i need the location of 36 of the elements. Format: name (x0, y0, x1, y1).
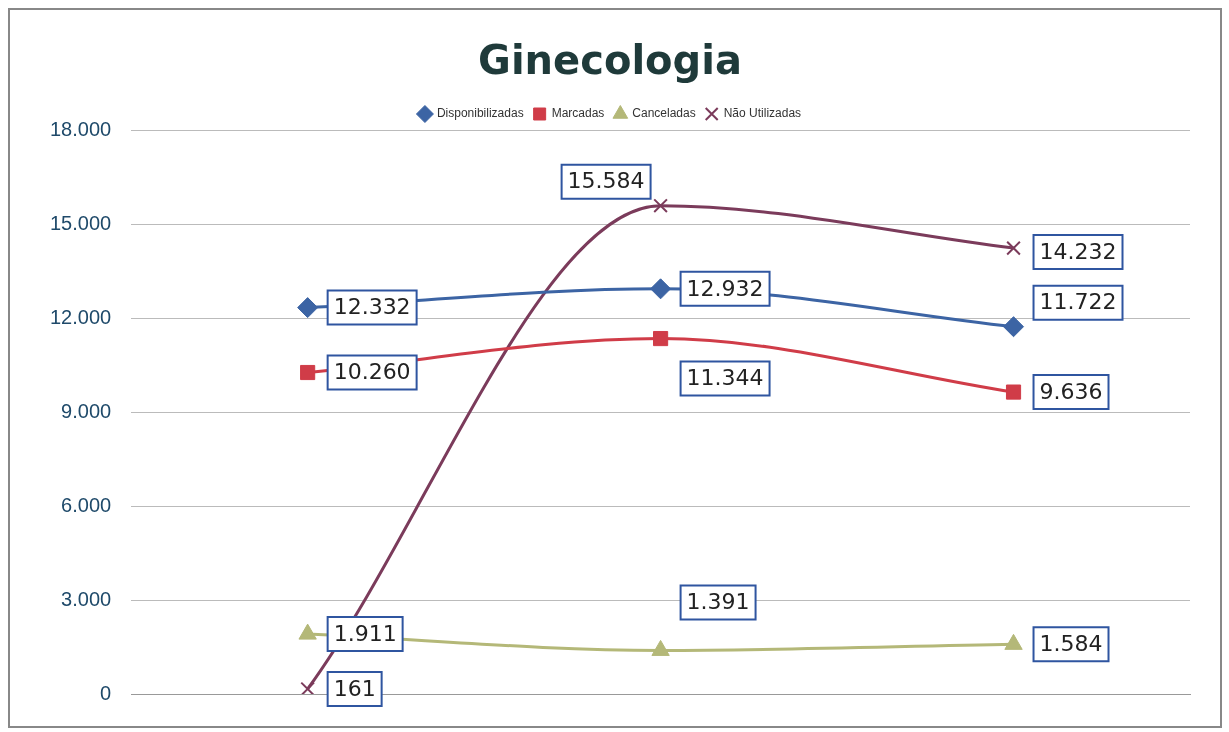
point (1004, 633, 1023, 650)
data-label: 161 (333, 675, 376, 701)
data-label: 14.232 (1039, 238, 1117, 264)
point (300, 681, 316, 694)
data-label: 12.332 (333, 294, 411, 320)
point (653, 330, 669, 347)
y-tick-label: 0 (100, 681, 112, 704)
point (650, 278, 672, 300)
data-label: 1.584 (1039, 631, 1103, 657)
data-label: 11.722 (1039, 289, 1117, 315)
data-label: 12.932 (686, 275, 764, 301)
point (1006, 240, 1021, 256)
data-label: 1.911 (333, 620, 397, 646)
point (1005, 384, 1022, 400)
data-label: 9.636 (1039, 378, 1103, 404)
y-tick-label: 3.000 (61, 587, 112, 610)
y-tick-label: 18.000 (50, 117, 112, 140)
data-label: 1.391 (686, 589, 750, 615)
legend-label: Não Utilizadas (723, 106, 802, 121)
point (300, 364, 316, 381)
data-label: 15.584 (567, 168, 645, 194)
y-tick-label: 15.000 (50, 211, 112, 234)
data-label: 10.260 (333, 359, 411, 385)
legend-label: Canceladas (632, 106, 696, 121)
point (1003, 316, 1025, 338)
data-label: 11.344 (686, 365, 764, 391)
legend-label: Disponibilizadas (436, 106, 524, 121)
point (297, 297, 319, 319)
y-tick-label: 12.000 (50, 305, 112, 328)
point (653, 198, 668, 214)
y-tick-label: 9.000 (61, 399, 112, 422)
legend-label: Marcadas (551, 106, 605, 121)
chart-title: Ginecologia (478, 37, 742, 84)
y-tick-label: 6.000 (61, 493, 112, 516)
point (298, 623, 317, 640)
point (651, 639, 670, 656)
